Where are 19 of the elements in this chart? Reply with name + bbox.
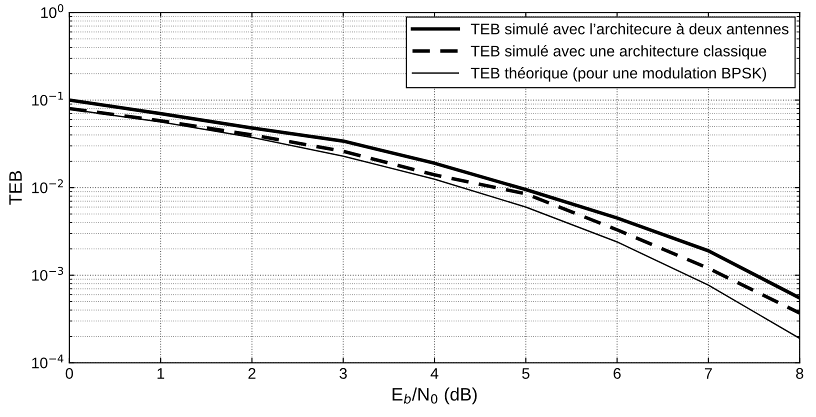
legend-label: TEB simulé avec l’architecure à deux antennes [470,23,788,34]
x-tick-label: 3 [340,368,347,379]
x-tick-label: 6 [614,368,621,379]
x-tick-label: 5 [522,368,530,379]
x-tick-label: 8 [796,368,804,379]
y-tick-label: 10$^{−1}$ [32,92,63,106]
x-tick-label: 1 [158,368,164,379]
x-tick-label: 7 [704,368,712,379]
legend-label: TEB simulé avec une architecture classique [470,45,766,60]
y-tick-label: 10$^{−3}$ [32,266,64,281]
legend-label: TEB théorique (pour une modulation BPSK) [470,67,766,82]
x-tick-label: 2 [248,368,256,379]
x-tick-label: 4 [430,368,438,379]
x-axis-title: E$_{b}$/N$_{0}$ (dB) [392,387,477,404]
y-tick-label: 10$^{−2}$ [32,179,63,194]
x-tick-label: 0 [66,368,74,379]
y-tick-label: 10$^{−4}$ [32,354,64,368]
y-axis-title: TEB [9,171,22,205]
y-tick-label: 10$^{0}$ [41,4,64,18]
